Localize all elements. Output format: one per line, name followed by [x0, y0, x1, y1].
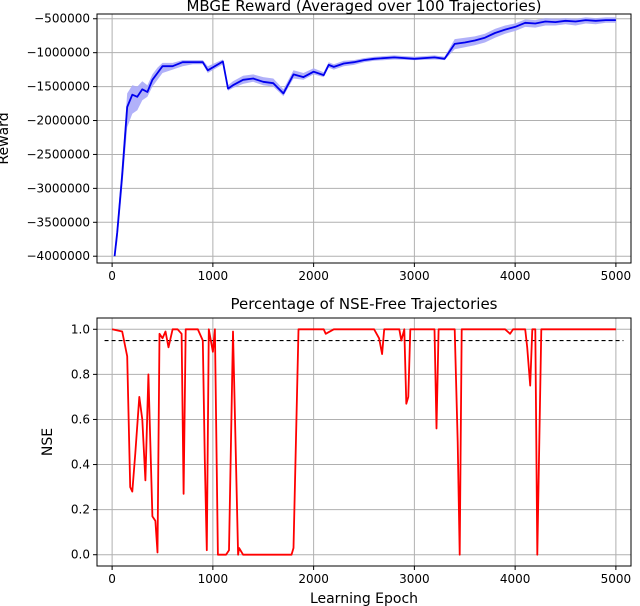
nse-panel: 0 1000 2000 3000 4000 5000 0.0 0.2 0.4 0.6 0.8 1.0 P…: [40, 295, 632, 606]
y-tick-label: −1000000: [27, 46, 91, 60]
x-tick-label: 0: [108, 572, 116, 586]
y-tick-label: 1.0: [71, 322, 90, 336]
y-tick-label: −3500000: [27, 215, 91, 229]
y-axis-label: NSE: [40, 428, 56, 456]
x-tick-label: 1000: [198, 572, 229, 586]
y-tick-label: −2500000: [27, 147, 91, 161]
x-tick-label: 2000: [298, 269, 329, 283]
series-line: [113, 19, 616, 257]
x-tick-label: 5000: [601, 269, 632, 283]
x-tick-label: 4000: [500, 572, 531, 586]
y-tick-label: 0.6: [71, 412, 90, 426]
x-tick-label: 2000: [298, 572, 329, 586]
reward-panel: 0 1000 2000 3000 4000 5000 −500000 −1000000 −150…: [0, 0, 632, 283]
plot-frame: [96, 13, 632, 264]
y-tick-label: −500000: [34, 12, 90, 26]
x-tick-label: 4000: [500, 269, 531, 283]
y-tick-label: 0.4: [71, 458, 90, 472]
y-tick-label: −3000000: [27, 181, 91, 195]
x-tick-label: 0: [108, 269, 116, 283]
y-tick-label: 0.2: [71, 503, 90, 517]
x-tick-label: 3000: [399, 572, 430, 586]
y-axis-label: Reward: [0, 112, 12, 164]
x-axis-label: Learning Epoch: [310, 591, 418, 606]
y-tick-label: −2000000: [27, 114, 91, 128]
x-tick-label: 3000: [399, 269, 430, 283]
y-tick-label: −4000000: [27, 249, 91, 263]
x-tick-label: 5000: [601, 572, 632, 586]
y-tick-label: 0.0: [71, 548, 90, 562]
y-tick-label: −1500000: [27, 80, 91, 94]
plot-frame: [96, 317, 632, 567]
y-tick-label: 0.8: [71, 367, 90, 381]
chart-title: MBGE Reward (Averaged over 100 Trajector…: [186, 0, 541, 15]
chart-title: Percentage of NSE-Free Trajectories: [230, 295, 497, 313]
series-line: [111, 328, 616, 556]
confidence-band: [114, 17, 616, 257]
x-tick-label: 1000: [198, 269, 229, 283]
